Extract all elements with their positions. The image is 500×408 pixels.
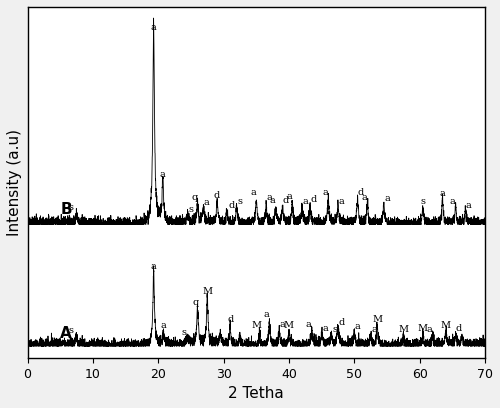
- Text: a: a: [362, 193, 367, 202]
- Text: M: M: [251, 321, 262, 330]
- Text: s: s: [332, 325, 337, 334]
- Text: d: d: [358, 188, 364, 197]
- Text: a: a: [151, 23, 156, 32]
- Text: a: a: [280, 320, 285, 329]
- Text: s: s: [69, 203, 74, 212]
- Text: d: d: [229, 201, 235, 210]
- X-axis label: 2 Tetha: 2 Tetha: [228, 386, 284, 401]
- Text: a: a: [354, 322, 360, 331]
- Text: d: d: [282, 196, 289, 205]
- Text: a: a: [440, 189, 446, 199]
- Text: a: a: [266, 193, 272, 202]
- Y-axis label: Intensity (a.u): Intensity (a.u): [7, 129, 22, 236]
- Text: a: a: [160, 321, 166, 330]
- Text: A: A: [60, 326, 72, 341]
- Text: M: M: [441, 321, 451, 330]
- Text: a: a: [263, 310, 269, 319]
- Text: d: d: [338, 318, 344, 327]
- Text: s: s: [188, 205, 194, 214]
- Text: d: d: [310, 195, 316, 204]
- Text: s: s: [69, 326, 74, 335]
- Text: a: a: [204, 198, 210, 207]
- Text: B: B: [60, 202, 72, 217]
- Text: M: M: [202, 286, 212, 295]
- Text: q: q: [191, 193, 198, 202]
- Text: a: a: [160, 170, 166, 179]
- Text: a: a: [426, 325, 432, 334]
- Text: a: a: [302, 197, 308, 206]
- Text: M: M: [418, 324, 428, 333]
- Text: a: a: [322, 324, 328, 333]
- Text: M: M: [284, 321, 294, 330]
- Text: M: M: [398, 325, 408, 334]
- Text: a: a: [270, 196, 276, 205]
- Text: M: M: [372, 315, 382, 324]
- Text: a: a: [466, 201, 471, 210]
- Text: q: q: [192, 298, 198, 307]
- Text: d: d: [227, 315, 234, 324]
- Text: a: a: [338, 197, 344, 206]
- Text: a: a: [250, 188, 256, 197]
- Text: s: s: [182, 328, 187, 337]
- Text: a: a: [371, 325, 377, 334]
- Text: a: a: [306, 320, 312, 329]
- Text: s: s: [238, 197, 242, 206]
- Text: a: a: [151, 262, 156, 271]
- Text: d: d: [456, 324, 462, 333]
- Text: a: a: [286, 192, 292, 201]
- Text: s: s: [420, 197, 426, 206]
- Text: d: d: [214, 191, 220, 200]
- Text: a: a: [450, 197, 455, 206]
- Text: a: a: [322, 188, 328, 197]
- Text: a: a: [384, 194, 390, 203]
